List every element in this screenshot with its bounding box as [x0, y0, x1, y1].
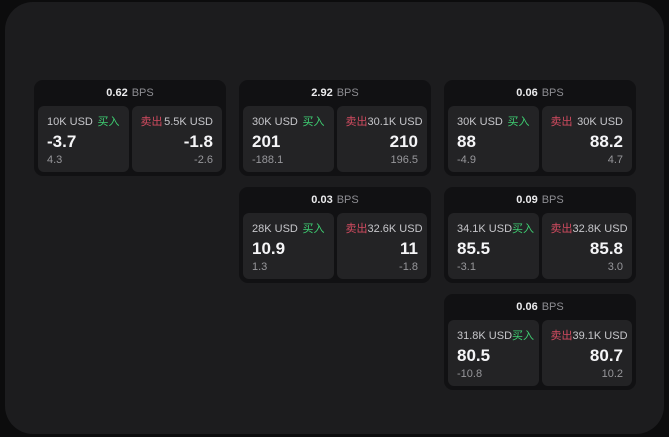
sell-amount: 30.1K USD — [367, 116, 423, 128]
bps-header: 2.92 BPS — [239, 80, 431, 106]
bps-value: 0.06 — [516, 87, 538, 99]
quote-panels: 31.8K USD 买入 80.5 -10.8 卖出 39.1K USD 80.… — [444, 320, 636, 390]
buy-panel[interactable]: 30K USD 买入 201 -188.1 — [243, 106, 334, 172]
buy-price: 85.5 — [457, 238, 491, 258]
buy-delta: -188.1 — [252, 154, 284, 166]
buy-side-label: 买入 — [512, 223, 535, 235]
buy-side-label: 买入 — [97, 116, 120, 128]
sell-side-label: 卖出 — [550, 330, 573, 342]
quote-panels: 28K USD 买入 10.9 1.3 卖出 32.6K USD 11 -1.8 — [239, 213, 431, 283]
buy-price: 201 — [252, 131, 281, 151]
sell-price: 80.7 — [589, 345, 623, 365]
sell-delta: -1.8 — [399, 261, 418, 273]
sell-panel[interactable]: 卖出 30K USD 88.2 4.7 — [541, 106, 632, 172]
buy-amount: 30K USD — [457, 116, 503, 128]
buy-price: 88 — [457, 131, 476, 151]
buy-delta: 4.3 — [47, 154, 63, 166]
bps-header: 0.03 BPS — [239, 187, 431, 213]
quote-card-2: 2.92 BPS 30K USD 买入 201 -188.1 卖出 30.1K … — [239, 80, 431, 176]
sell-side-label: 卖出 — [345, 223, 368, 235]
sell-panel[interactable]: 卖出 32.6K USD 11 -1.8 — [336, 213, 427, 279]
buy-delta: -3.1 — [457, 261, 476, 273]
buy-delta: -10.8 — [457, 368, 483, 380]
bps-unit-label: BPS — [336, 194, 359, 206]
buy-panel[interactable]: 10K USD 买入 -3.7 4.3 — [38, 106, 129, 172]
buy-side-label: 买入 — [302, 223, 325, 235]
sell-price: 88.2 — [589, 131, 623, 151]
buy-amount: 31.8K USD — [457, 330, 513, 342]
app-panel: 0.62 BPS 10K USD 买入 -3.7 4.3 卖出 5.5K USD… — [5, 2, 664, 434]
quote-card-3: 0.06 BPS 30K USD 买入 88 -4.9 卖出 30K USD 8… — [444, 80, 636, 176]
bps-value: 0.62 — [106, 87, 128, 99]
quote-panels: 34.1K USD 买入 85.5 -3.1 卖出 32.8K USD 85.8… — [444, 213, 636, 283]
sell-panel[interactable]: 卖出 39.1K USD 80.7 10.2 — [541, 320, 632, 386]
quote-card-4: 0.03 BPS 28K USD 买入 10.9 1.3 卖出 32.6K US… — [239, 187, 431, 283]
buy-delta: 1.3 — [252, 261, 268, 273]
buy-panel[interactable]: 34.1K USD 买入 85.5 -3.1 — [448, 213, 539, 279]
sell-price: 210 — [389, 131, 418, 151]
sell-delta: 10.2 — [601, 368, 623, 380]
sell-side-label: 卖出 — [345, 116, 368, 128]
buy-panel[interactable]: 31.8K USD 买入 80.5 -10.8 — [448, 320, 539, 386]
bps-header: 0.06 BPS — [444, 80, 636, 106]
bps-header: 0.09 BPS — [444, 187, 636, 213]
bps-unit-label: BPS — [541, 87, 564, 99]
bps-unit-label: BPS — [336, 87, 359, 99]
sell-panel[interactable]: 卖出 5.5K USD -1.8 -2.6 — [131, 106, 222, 172]
sell-delta: 3.0 — [607, 261, 623, 273]
sell-panel[interactable]: 卖出 30.1K USD 210 196.5 — [336, 106, 427, 172]
bps-value: 2.92 — [311, 87, 333, 99]
sell-delta: -2.6 — [194, 154, 213, 166]
buy-panel[interactable]: 30K USD 买入 88 -4.9 — [448, 106, 539, 172]
sell-price: -1.8 — [183, 131, 213, 151]
sell-amount: 30K USD — [577, 116, 623, 128]
sell-price: 85.8 — [589, 238, 623, 258]
buy-panel[interactable]: 28K USD 买入 10.9 1.3 — [243, 213, 334, 279]
buy-amount: 28K USD — [252, 223, 298, 235]
bps-header: 0.06 BPS — [444, 294, 636, 320]
bps-unit-label: BPS — [541, 194, 564, 206]
sell-side-label: 卖出 — [550, 116, 573, 128]
bps-value: 0.06 — [516, 301, 538, 313]
buy-amount: 30K USD — [252, 116, 298, 128]
quote-card-5: 0.09 BPS 34.1K USD 买入 85.5 -3.1 卖出 32.8K… — [444, 187, 636, 283]
quote-panels: 30K USD 买入 201 -188.1 卖出 30.1K USD 210 1… — [239, 106, 431, 176]
buy-amount: 10K USD — [47, 116, 93, 128]
buy-price: -3.7 — [47, 131, 77, 151]
sell-delta: 196.5 — [390, 154, 418, 166]
sell-panel[interactable]: 卖出 32.8K USD 85.8 3.0 — [541, 213, 632, 279]
sell-side-label: 卖出 — [140, 116, 163, 128]
bps-unit-label: BPS — [131, 87, 154, 99]
buy-side-label: 买入 — [302, 116, 325, 128]
buy-side-label: 买入 — [512, 330, 535, 342]
sell-amount: 32.8K USD — [572, 223, 628, 235]
sell-amount: 32.6K USD — [367, 223, 423, 235]
quote-panels: 30K USD 买入 88 -4.9 卖出 30K USD 88.2 4.7 — [444, 106, 636, 176]
sell-delta: 4.7 — [607, 154, 623, 166]
quote-panels: 10K USD 买入 -3.7 4.3 卖出 5.5K USD -1.8 -2.… — [34, 106, 226, 176]
buy-side-label: 买入 — [507, 116, 530, 128]
bps-header: 0.62 BPS — [34, 80, 226, 106]
buy-amount: 34.1K USD — [457, 223, 513, 235]
sell-side-label: 卖出 — [550, 223, 573, 235]
quote-card-6: 0.06 BPS 31.8K USD 买入 80.5 -10.8 卖出 39.1… — [444, 294, 636, 390]
bps-value: 0.03 — [311, 194, 333, 206]
sell-price: 11 — [400, 238, 418, 258]
buy-price: 10.9 — [252, 238, 286, 258]
sell-amount: 5.5K USD — [164, 116, 213, 128]
bps-unit-label: BPS — [541, 301, 564, 313]
buy-delta: -4.9 — [457, 154, 476, 166]
bps-value: 0.09 — [516, 194, 538, 206]
buy-price: 80.5 — [457, 345, 491, 365]
quote-card-1: 0.62 BPS 10K USD 买入 -3.7 4.3 卖出 5.5K USD… — [34, 80, 226, 176]
sell-amount: 39.1K USD — [572, 330, 628, 342]
